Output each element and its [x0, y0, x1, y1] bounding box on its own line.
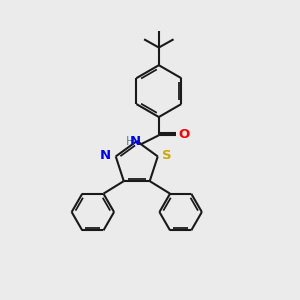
- Text: N: N: [130, 135, 141, 148]
- Text: S: S: [162, 149, 172, 162]
- Text: O: O: [179, 128, 190, 141]
- Text: H: H: [126, 135, 135, 148]
- Text: N: N: [100, 149, 111, 162]
